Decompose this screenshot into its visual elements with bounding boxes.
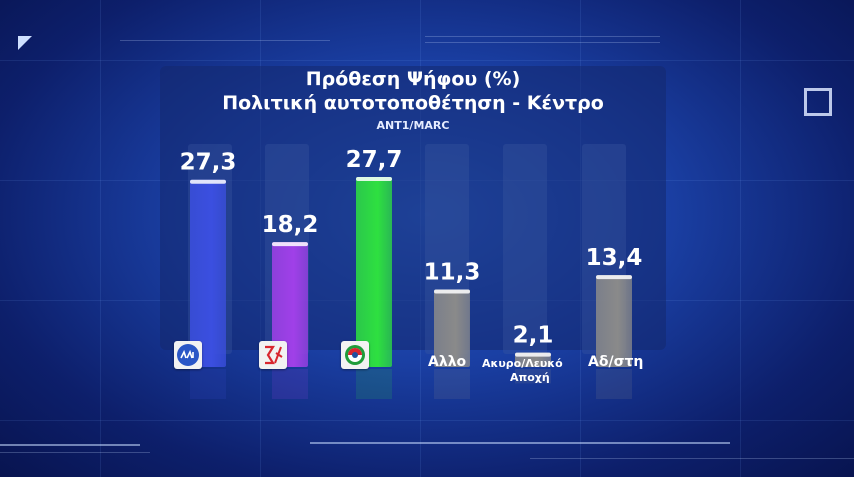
value-label-2: 27,7 (346, 147, 403, 173)
chart-panel (160, 66, 666, 350)
bar-2 (356, 177, 392, 367)
bar-reflection (272, 369, 308, 399)
chart-subtitle: Πολιτική αυτοτοποθέτηση - Κέντρο (222, 92, 604, 114)
value-label-0: 27,3 (180, 150, 237, 176)
bar-cap (190, 179, 226, 184)
chart-title: Πρόθεση Ψήφου (%) (305, 68, 521, 90)
square-frame-icon (804, 88, 832, 116)
bar-cap (434, 289, 470, 294)
category-label-undecided: Αδ/στη (588, 354, 644, 370)
value-label-5: 13,4 (586, 245, 643, 271)
bar-3 (434, 289, 470, 367)
bar-cap (596, 275, 632, 280)
bar-reflection (190, 369, 226, 399)
ghost-column (503, 144, 547, 354)
bar-reflection (434, 369, 470, 399)
bar-0 (190, 179, 226, 367)
category-label-abstention: Αποχή (510, 371, 550, 384)
chart-source: ANT1/MARC (376, 119, 450, 132)
decor-line (120, 40, 330, 41)
value-label-4: 2,1 (513, 323, 554, 349)
bar-cap (515, 352, 551, 357)
category-label-invalid: Ακυρο/Λευκό (482, 357, 563, 370)
pasok-logo-icon (341, 341, 369, 369)
decor-line (425, 36, 660, 37)
bar-cap (272, 242, 308, 247)
bar-cap (356, 177, 392, 181)
decor-line (530, 458, 854, 459)
nd-logo-icon (174, 341, 202, 369)
category-label-other: Αλλο (428, 354, 467, 370)
bar-5 (596, 275, 632, 367)
bar-1 (272, 242, 308, 367)
bar-reflection (515, 369, 551, 384)
decor-line (425, 42, 660, 43)
bar-reflection (356, 369, 392, 399)
bar-reflection (596, 369, 632, 399)
decor-line (0, 444, 140, 446)
value-label-3: 11,3 (424, 259, 481, 285)
value-label-1: 18,2 (262, 212, 319, 238)
decor-line (0, 452, 150, 453)
decor-line (310, 442, 730, 444)
syriza-logo-icon (259, 341, 287, 369)
